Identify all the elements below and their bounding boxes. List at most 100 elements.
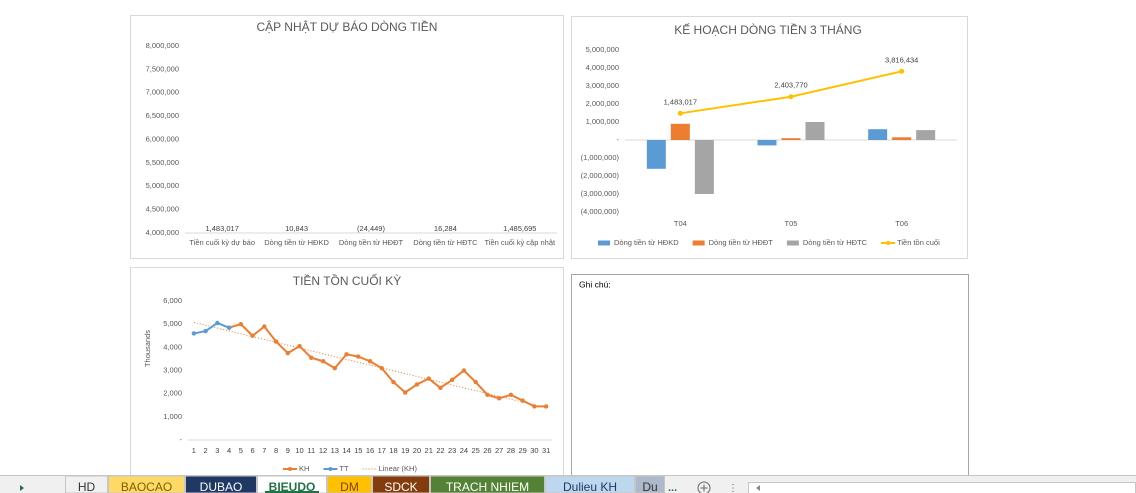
y-tick-label: 4,500,000 [146,205,179,214]
marker [203,328,208,334]
sheet-tab[interactable] [185,475,257,493]
sheet-tab-label: Du [642,480,657,493]
x-tick-label: 4 [227,446,231,455]
value-label: (24,449) [357,224,385,233]
x-tick-label: 29 [518,446,526,455]
bar [868,129,888,140]
scroll-left[interactable] [756,485,760,491]
x-tick-label: 5 [239,446,243,455]
note-label: Ghi chú: [579,279,611,289]
marker [449,377,455,382]
marker [285,350,291,356]
value-label: 1,485,695 [503,224,536,233]
legend-swatch [692,240,705,246]
y-tick-label: - [180,435,183,444]
marker [344,352,349,357]
value-label: 10,843 [285,224,308,233]
marker [426,376,431,381]
x-tick-label: 9 [286,446,290,455]
marker [520,398,525,403]
x-tick-label: 11 [307,446,315,455]
bar [646,140,666,169]
marker [191,331,197,336]
add-sheet[interactable] [697,481,711,493]
x-tick-label: Tiền cuối kỳ cập nhật [484,238,556,247]
x-tick-label: 6 [250,446,254,455]
marker [367,359,373,364]
x-tick-label: Dòng tiền từ HĐKD [264,238,329,247]
x-tick-label: 1 [192,446,196,455]
sheet-tab-label: DUBAO [200,480,243,493]
legend-label: Linear (KH) [379,464,418,473]
x-tick-label: 19 [401,446,409,455]
y-tick-label: 5,000,000 [146,181,179,190]
y-tick-label: 3,000,000 [586,81,619,90]
marker [403,390,408,395]
sheet-tab-label: TRACH NHIEM [446,480,529,493]
legend-swatch [786,240,799,246]
y-tick-label: (3,000,000) [581,189,620,198]
x-tick-label: 22 [436,446,444,455]
y-tick-label: 6,000,000 [146,134,179,143]
sheet-tab-label: Dulieu KH [563,480,617,493]
x-tick-label: 14 [342,446,350,455]
marker [496,396,502,401]
x-tick-label: 17 [378,446,386,455]
legend-swatch [288,467,292,471]
legend-swatch [328,467,333,471]
x-tick-label: T06 [895,219,908,228]
x-tick-label: 21 [425,446,433,455]
bar [781,138,801,140]
x-tick-label: T05 [785,219,798,228]
x-tick-label: 12 [319,446,327,455]
sheet-tab-label: BAOCAO [121,480,172,493]
y-tick-label: 2,000,000 [586,99,619,108]
marker [297,343,302,349]
h-scrollbar[interactable] [748,482,1136,493]
marker [677,110,683,116]
marker [485,392,490,398]
sheet-tab[interactable] [257,475,327,493]
sheet-tab[interactable] [545,475,635,493]
marker [320,359,326,364]
sheet-tab[interactable] [65,475,108,493]
x-tick-label: 26 [483,446,491,455]
y-tick-label: 7,500,000 [146,64,179,73]
sheet-tab[interactable] [635,475,665,493]
y-tick-label: 4,000,000 [586,63,619,72]
x-tick-label: 15 [354,446,362,455]
more-tabs[interactable]: ... [668,482,677,493]
bar [694,140,714,194]
legend-label: Tiền tồn cuối [897,238,940,247]
value-label: 2,403,770 [774,81,807,90]
sheet-tab[interactable] [108,475,185,493]
marker [391,379,396,385]
bar [892,137,912,140]
sheet-tab[interactable] [430,475,545,493]
y-tick-label: (2,000,000) [581,171,620,180]
x-tick-label: 16 [366,446,374,455]
marker [532,404,537,409]
bar [757,140,777,146]
x-tick-label: Dòng tiền từ HĐĐT [339,238,404,247]
sheet-tab[interactable] [327,475,372,493]
y-tick-label: 6,000 [163,296,182,305]
y-tick-label: (4,000,000) [581,207,620,216]
x-tick-label: 25 [472,446,480,455]
sheet-tab[interactable] [372,475,430,493]
legend-label: Dòng tiền từ HĐTC [803,238,868,247]
legend-swatch [886,241,891,245]
note-box [571,274,969,478]
value-label: 3,816,434 [885,55,918,64]
scroll-arrow[interactable] [20,485,24,491]
x-tick-label: 31 [542,446,550,455]
sheet-tab-label: HD [78,480,96,493]
x-tick-label: 3 [215,446,219,455]
marker [215,320,220,326]
y-tick-label: - [617,135,620,144]
line [193,321,230,335]
marker [250,333,255,338]
chart-title: CẬP NHẬT DỰ BÁO DÒNG TIỀN [257,19,438,34]
chart-title: TIỀN TỒN CUỐI KỲ [293,273,401,288]
